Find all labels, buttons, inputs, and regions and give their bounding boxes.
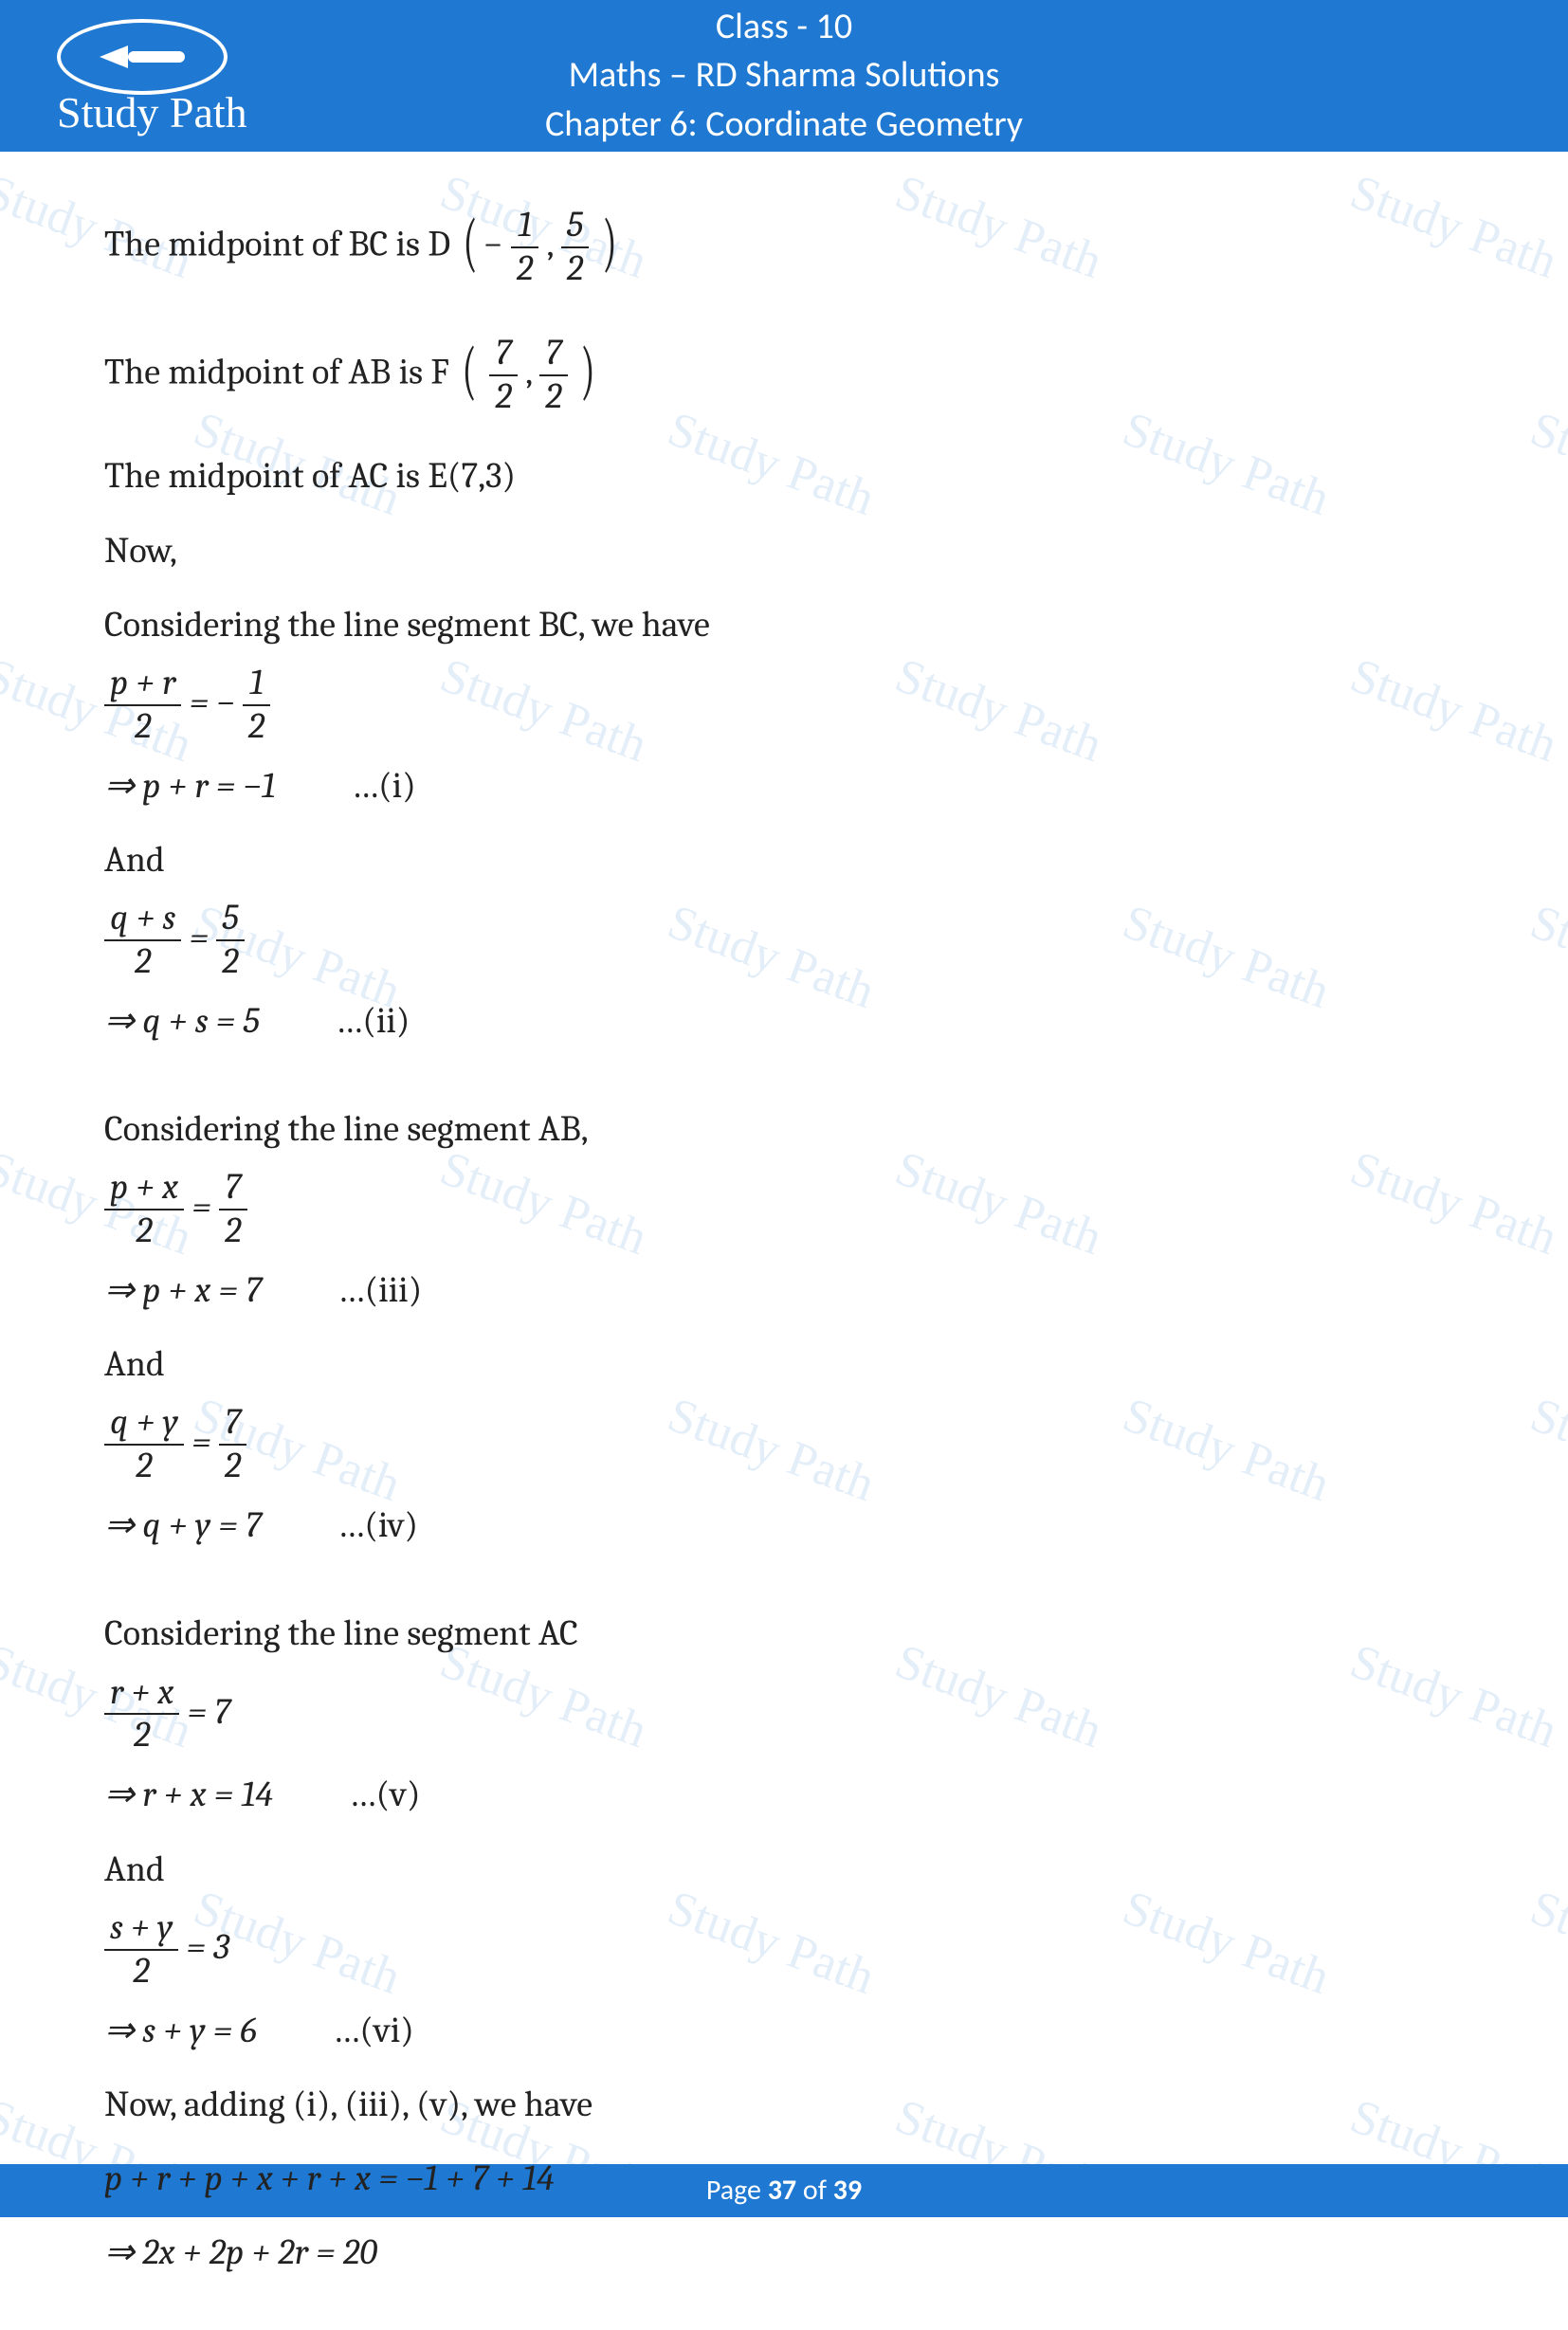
eq1-mid: = − <box>190 682 235 723</box>
content-area: The midpoint of BC is D (− 12 , 52 ) The… <box>0 152 1568 2330</box>
eq2: q + s2 = 52 <box>104 900 1473 981</box>
eq2b-expr: ⇒ q + s = 5 <box>104 1000 260 1042</box>
eq4b-note: …(iv) <box>262 1491 418 1559</box>
eq6: s + y2 = 3 <box>104 1909 1473 1991</box>
eq5: r + x2 = 7 <box>104 1674 1473 1756</box>
eq5b: ⇒ r + x = 14…(v) <box>104 1760 1473 1829</box>
eq6b-note: …(vi) <box>257 1996 414 2065</box>
paren-open: ( <box>464 182 479 304</box>
page-header: Study Path Class - 10 Maths – RD Sharma … <box>0 0 1568 152</box>
eq2-mid: = <box>190 917 209 958</box>
logo: Study Path <box>57 19 247 137</box>
eq2b-note: …(ii) <box>260 987 410 1055</box>
sumline1: p + r + p + x + r + x = −1 + 7 + 14 <box>104 2144 1473 2212</box>
frac-bc-1: 12 <box>511 207 538 288</box>
pen-icon <box>100 46 185 68</box>
eq4b: ⇒ q + y = 7…(iv) <box>104 1491 1473 1559</box>
consider-ab: Considering the line segment AB, <box>104 1095 1473 1163</box>
header-titles: Class - 10 Maths – RD Sharma Solutions C… <box>38 3 1530 149</box>
eq4b-expr: ⇒ q + y = 7 <box>104 1504 262 1546</box>
eq1b: ⇒ p + r = −1…(i) <box>104 752 1473 820</box>
eq1b-expr: ⇒ p + r = −1 <box>104 765 276 807</box>
header-line-2: Maths – RD Sharma Solutions <box>38 51 1530 100</box>
eq2b: ⇒ q + s = 5…(ii) <box>104 987 1473 1055</box>
eq3-rhs: 72 <box>219 1169 246 1250</box>
eq3b-expr: ⇒ p + x = 7 <box>104 1269 262 1311</box>
eq5-rhs: = 7 <box>188 1690 230 1732</box>
and-1: And <box>104 826 1473 894</box>
adding-line: Now, adding (i), (iii), (v), we have <box>104 2070 1473 2139</box>
eq2-lhs: q + s2 <box>104 900 181 981</box>
midpoint-ac-line: The midpoint of AC is E(7,3) <box>104 442 1473 510</box>
midpoint-bc-line: The midpoint of BC is D (− 12 , 52 ) <box>104 186 1473 308</box>
and-3: And <box>104 1835 1473 1903</box>
eq6b: ⇒ s + y = 6…(vi) <box>104 1996 1473 2065</box>
frac-ab-1: 72 <box>489 335 517 416</box>
midpoint-ab-text: The midpoint of AB is F <box>104 352 449 393</box>
midpoint-ab-line: The midpoint of AB is F ( 72 , 72 ) <box>104 314 1473 436</box>
eq1-rhs: 12 <box>243 664 270 746</box>
frac-bc-2: 52 <box>561 207 589 288</box>
eq4-lhs: q + y2 <box>104 1404 184 1485</box>
eq1: p + r2 = − 12 <box>104 664 1473 746</box>
header-line-3: Chapter 6: Coordinate Geometry <box>38 100 1530 149</box>
eq3b: ⇒ p + x = 7…(iii) <box>104 1256 1473 1324</box>
eq4-mid: = <box>191 1421 210 1463</box>
eq1-lhs: p + r2 <box>104 664 181 746</box>
frac-ab-2: 72 <box>539 335 567 416</box>
eq2-rhs: 52 <box>216 900 244 981</box>
eq3: p + x2 = 72 <box>104 1169 1473 1250</box>
eq3-mid: = <box>192 1186 211 1228</box>
eq5-lhs: r + x2 <box>104 1674 179 1756</box>
eq1b-note: …(i) <box>276 752 416 820</box>
eq3b-note: …(iii) <box>262 1256 422 1324</box>
midpoint-bc-text: The midpoint of BC is D <box>104 223 450 264</box>
paren-close: ) <box>602 182 617 304</box>
eq5b-note: …(v) <box>273 1760 420 1829</box>
eq4-rhs: 72 <box>219 1404 246 1485</box>
paren-close: ) <box>580 310 595 432</box>
header-line-1: Class - 10 <box>38 3 1530 51</box>
now-line: Now, <box>104 517 1473 585</box>
eq4: q + y2 = 72 <box>104 1404 1473 1485</box>
eq3-lhs: p + x2 <box>104 1169 184 1250</box>
eq6-lhs: s + y2 <box>104 1909 178 1991</box>
consider-bc: Considering the line segment BC, we have <box>104 591 1473 659</box>
sumline2: ⇒ 2x + 2p + 2r = 20 <box>104 2218 1473 2286</box>
consider-ac: Considering the line segment AC <box>104 1599 1473 1667</box>
eq5b-expr: ⇒ r + x = 14 <box>104 1774 273 1815</box>
logo-oval <box>57 19 228 95</box>
eq6b-expr: ⇒ s + y = 6 <box>104 2010 257 2051</box>
eq6-rhs: = 3 <box>187 1925 229 1967</box>
paren-open: ( <box>462 310 477 432</box>
and-2: And <box>104 1330 1473 1398</box>
logo-text: Study Path <box>57 87 247 137</box>
